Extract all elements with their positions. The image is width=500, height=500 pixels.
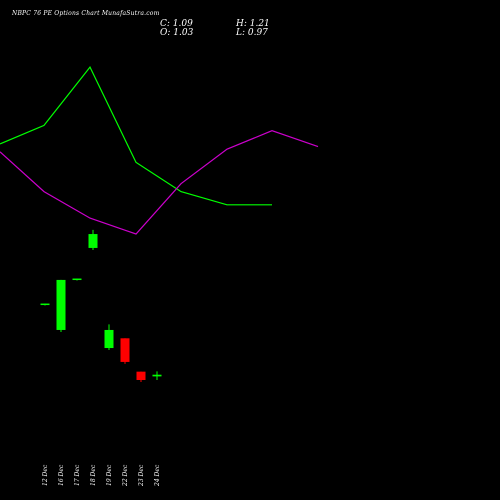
candle-body: [56, 279, 66, 330]
candle-body: [120, 338, 130, 362]
candle-16-dec: [56, 279, 66, 332]
candle-19-dec: [104, 324, 114, 351]
candle-body: [72, 278, 82, 281]
high-readout: H: 1.21: [236, 19, 270, 29]
candles: [40, 229, 162, 382]
candle-body: [152, 374, 162, 377]
x-axis-labels: 12 Dec 16 Dec 17 Dec 18 Dec 19 Dec 22 Dec 23 D…: [42, 464, 161, 487]
open-readout: O: 1.03: [160, 28, 194, 38]
low-readout: L: 0.97: [236, 28, 268, 38]
candle-17-dec: [72, 278, 82, 281]
x-tick-label: 23 Dec: [138, 464, 145, 487]
x-tick-label: 12 Dec: [42, 464, 49, 486]
x-tick-label: 18 Dec: [90, 464, 97, 486]
candle-18-dec: [88, 229, 98, 250]
x-tick-label: 17 Dec: [74, 464, 81, 486]
candle-body: [104, 329, 114, 349]
candle-24-dec: [152, 371, 162, 381]
candle-23-dec: [136, 371, 146, 382]
candle-body: [88, 234, 98, 248]
candle-body: [136, 371, 146, 380]
candle-body: [40, 303, 50, 306]
x-tick-label: 22 Dec: [122, 464, 129, 487]
band-lines: [0, 65, 319, 235]
chart-title: NBPC 76 PE Options Chart MunafaSutra.com: [12, 10, 160, 17]
candle-12-dec: [40, 303, 50, 306]
x-tick-label: 24 Dec: [154, 464, 161, 487]
x-tick-label: 19 Dec: [106, 464, 113, 486]
candle-22-dec: [120, 338, 130, 364]
band-line-2: [0, 130, 319, 235]
band-line-1: [0, 65, 272, 206]
close-readout: C: 1.09: [160, 19, 193, 29]
x-tick-label: 16 Dec: [58, 464, 65, 486]
